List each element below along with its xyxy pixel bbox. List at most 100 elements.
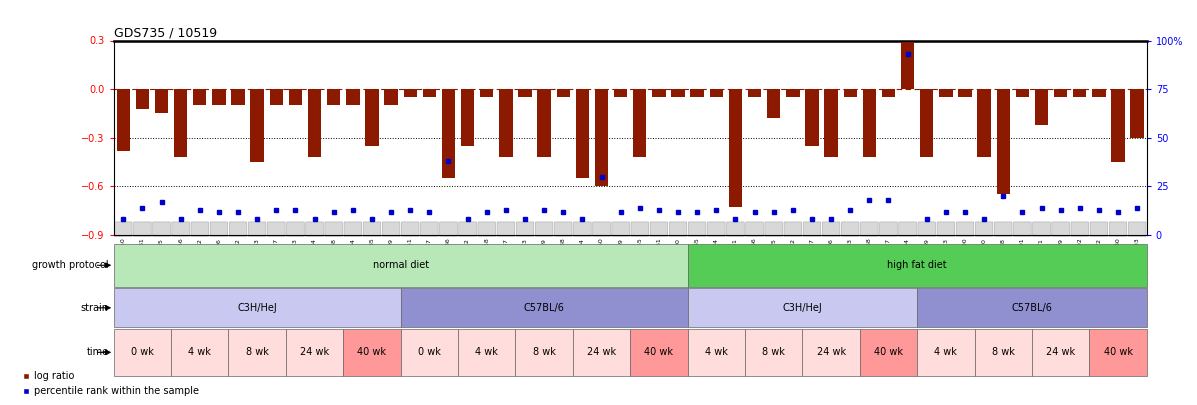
Bar: [557, 89, 570, 97]
FancyBboxPatch shape: [822, 222, 840, 237]
FancyBboxPatch shape: [382, 222, 400, 237]
FancyBboxPatch shape: [458, 222, 476, 237]
Bar: [1089, 329, 1147, 376]
FancyBboxPatch shape: [172, 222, 189, 237]
Bar: [461, 89, 474, 146]
Bar: [537, 89, 551, 157]
FancyBboxPatch shape: [192, 222, 208, 237]
Text: high fat diet: high fat diet: [887, 260, 947, 270]
FancyBboxPatch shape: [573, 222, 591, 237]
Legend: log ratio, percentile rank within the sample: log ratio, percentile rank within the sa…: [17, 367, 203, 400]
Bar: [250, 89, 263, 162]
Bar: [920, 89, 934, 157]
Bar: [442, 89, 455, 178]
FancyBboxPatch shape: [230, 222, 247, 237]
Bar: [806, 89, 819, 146]
FancyBboxPatch shape: [1071, 222, 1088, 237]
Text: 8 wk: 8 wk: [245, 347, 268, 357]
Bar: [633, 89, 646, 157]
Text: C57BL/6: C57BL/6: [524, 303, 565, 313]
Bar: [901, 42, 915, 89]
Text: 0 wk: 0 wk: [130, 347, 154, 357]
Bar: [672, 89, 685, 97]
Bar: [614, 89, 627, 97]
Bar: [516, 329, 573, 376]
Text: 8 wk: 8 wk: [533, 347, 555, 357]
Bar: [974, 329, 1032, 376]
Bar: [786, 89, 800, 97]
FancyBboxPatch shape: [631, 222, 649, 237]
Text: 24 wk: 24 wk: [816, 347, 845, 357]
Text: 40 wk: 40 wk: [874, 347, 903, 357]
FancyBboxPatch shape: [1033, 222, 1050, 237]
FancyBboxPatch shape: [688, 222, 706, 237]
Text: C3H/HeJ: C3H/HeJ: [237, 303, 277, 313]
FancyBboxPatch shape: [956, 222, 974, 237]
Bar: [114, 244, 687, 287]
Bar: [917, 329, 974, 376]
FancyBboxPatch shape: [803, 222, 821, 237]
Bar: [114, 329, 171, 376]
Bar: [114, 288, 401, 327]
FancyBboxPatch shape: [211, 222, 227, 237]
FancyBboxPatch shape: [765, 222, 783, 237]
FancyBboxPatch shape: [134, 222, 151, 237]
FancyBboxPatch shape: [880, 222, 898, 237]
FancyBboxPatch shape: [976, 222, 994, 237]
FancyBboxPatch shape: [497, 222, 515, 237]
Text: 8 wk: 8 wk: [762, 347, 785, 357]
Bar: [365, 89, 378, 146]
Text: 4 wk: 4 wk: [188, 347, 211, 357]
Bar: [288, 89, 302, 105]
Bar: [940, 89, 953, 97]
Bar: [745, 329, 802, 376]
Bar: [595, 89, 608, 186]
Bar: [401, 329, 458, 376]
Bar: [573, 329, 630, 376]
Text: GDS735 / 10519: GDS735 / 10519: [114, 26, 217, 39]
Bar: [687, 244, 1147, 287]
Bar: [997, 89, 1010, 194]
FancyBboxPatch shape: [535, 222, 553, 237]
Bar: [346, 89, 359, 105]
Bar: [576, 89, 589, 178]
Bar: [344, 329, 401, 376]
Text: 4 wk: 4 wk: [705, 347, 728, 357]
FancyBboxPatch shape: [861, 222, 879, 237]
Text: strain: strain: [80, 303, 109, 313]
FancyBboxPatch shape: [267, 222, 285, 237]
Bar: [978, 89, 991, 157]
Bar: [171, 329, 229, 376]
FancyBboxPatch shape: [727, 222, 745, 237]
Bar: [116, 89, 130, 151]
FancyBboxPatch shape: [1090, 222, 1107, 237]
Bar: [286, 329, 344, 376]
Text: time: time: [86, 347, 109, 357]
Text: 0 wk: 0 wk: [418, 347, 440, 357]
Bar: [229, 329, 286, 376]
Bar: [687, 288, 917, 327]
Text: 24 wk: 24 wk: [1046, 347, 1075, 357]
Text: 8 wk: 8 wk: [992, 347, 1015, 357]
FancyBboxPatch shape: [841, 222, 859, 237]
FancyBboxPatch shape: [995, 222, 1011, 237]
Bar: [630, 329, 687, 376]
Bar: [1073, 89, 1087, 97]
Text: C57BL/6: C57BL/6: [1011, 303, 1052, 313]
Bar: [308, 89, 321, 157]
Text: normal diet: normal diet: [372, 260, 429, 270]
Bar: [193, 89, 207, 105]
Bar: [269, 89, 282, 105]
FancyBboxPatch shape: [1014, 222, 1031, 237]
FancyBboxPatch shape: [115, 222, 132, 237]
FancyBboxPatch shape: [249, 222, 266, 237]
Bar: [423, 89, 436, 97]
Bar: [135, 89, 150, 109]
FancyBboxPatch shape: [1052, 222, 1069, 237]
Bar: [652, 89, 666, 97]
Text: C3H/HeJ: C3H/HeJ: [783, 303, 822, 313]
Bar: [802, 329, 859, 376]
Bar: [499, 89, 512, 157]
Text: 24 wk: 24 wk: [587, 347, 616, 357]
FancyBboxPatch shape: [1129, 222, 1146, 237]
